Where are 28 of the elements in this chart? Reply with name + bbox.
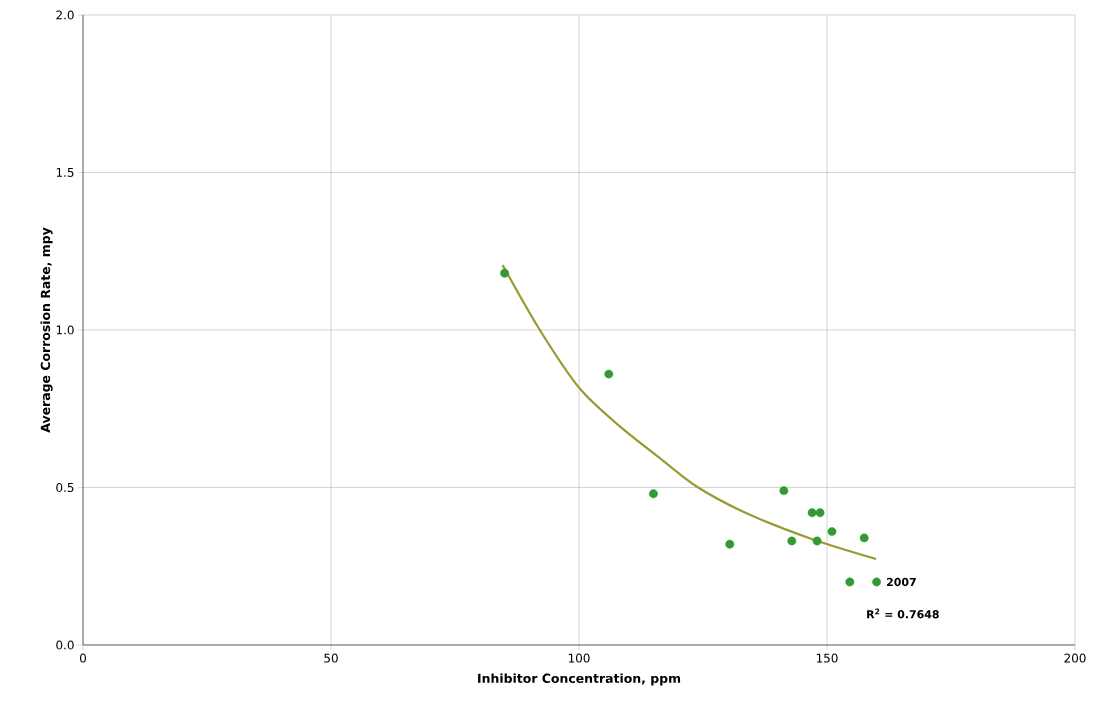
y-tick-label: 0.0: [56, 640, 74, 650]
x-tick-label: 150: [816, 653, 838, 663]
point: [859, 533, 869, 543]
x-tick-label: 0: [79, 653, 87, 663]
point: [779, 486, 789, 496]
point: [845, 577, 855, 587]
point: [725, 539, 735, 549]
x-tick-label: 50: [324, 653, 338, 663]
point: [787, 536, 797, 546]
point: [649, 489, 658, 499]
y-tick-label: 1.5: [56, 168, 74, 177]
point: [812, 536, 822, 546]
annotation: 2007: [886, 577, 916, 587]
point: [815, 508, 825, 518]
point: [872, 577, 882, 587]
annotation: R$^{2}$ = 0.7648: [867, 608, 939, 619]
line-series: [501, 263, 878, 561]
x-tick-label: 100: [568, 653, 590, 663]
x-axis-title: Inhibitor Concentration, ppm: [478, 673, 681, 686]
point: [807, 508, 817, 518]
y-axis-title: Average Corrosion Rate, mpy: [40, 227, 53, 433]
point: [500, 268, 510, 278]
y-tick-label: 0.5: [56, 482, 74, 493]
y-tick-label: 1.0: [56, 325, 74, 335]
point: [827, 527, 837, 536]
point: [604, 369, 614, 379]
y-tick-label: 2.0: [56, 10, 74, 20]
x-tick-label: 200: [1064, 653, 1086, 663]
